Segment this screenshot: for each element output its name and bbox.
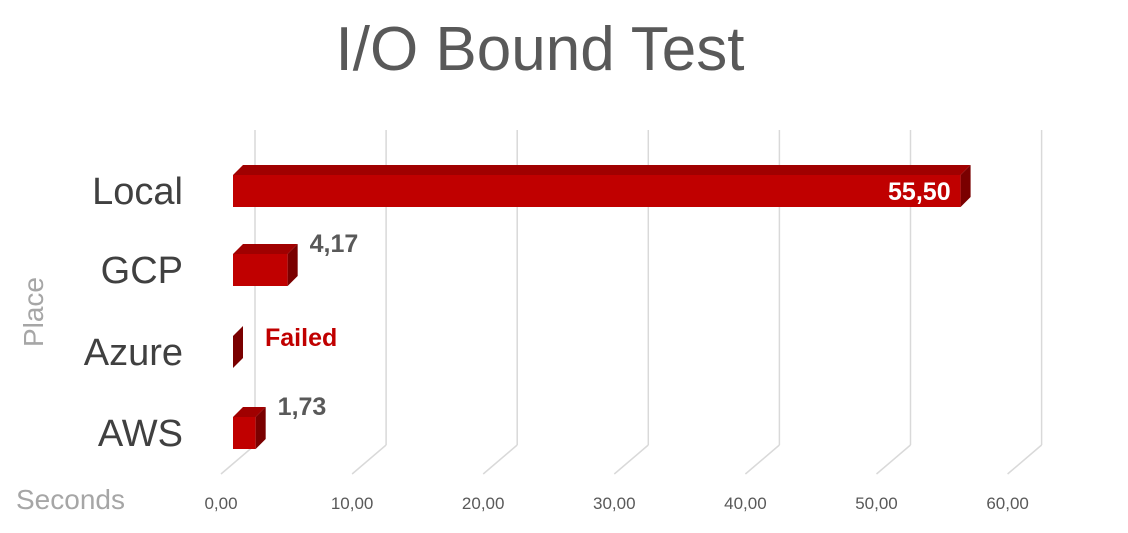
x-tick-label: 20,00	[462, 494, 505, 513]
x-tick-label: 30,00	[593, 494, 636, 513]
x-tick-label: 40,00	[724, 494, 767, 513]
bar-side	[960, 165, 971, 207]
gridline-floor	[744, 444, 780, 475]
y-tick-label: Local	[92, 171, 183, 213]
chart-title: I/O Bound Test	[335, 15, 745, 84]
y-axis-title: Place	[18, 277, 49, 347]
bar-side	[287, 244, 298, 286]
x-tick-label: 50,00	[855, 494, 898, 513]
data-label-failed: Failed	[265, 324, 337, 352]
gridline-floor	[876, 444, 911, 475]
bar-side	[233, 326, 243, 368]
gridline-floor	[613, 444, 649, 475]
gridline-floor	[1007, 444, 1043, 475]
data-label: 1,73	[278, 393, 327, 421]
gridline-floor	[482, 444, 518, 475]
x-tick-label: 0,00	[204, 494, 237, 513]
bar	[233, 254, 288, 286]
gridline-floor	[220, 444, 256, 475]
bar-side	[255, 407, 266, 449]
x-axis-title: Seconds	[16, 484, 125, 515]
x-tick-label: 60,00	[986, 494, 1029, 513]
bar-top	[233, 165, 971, 175]
data-label: 4,17	[310, 230, 359, 258]
y-tick-label: Azure	[84, 332, 183, 374]
y-tick-label: GCP	[101, 250, 183, 292]
data-label: 55,50	[888, 178, 951, 206]
y-tick-label: AWS	[98, 413, 183, 455]
bar-top	[233, 407, 266, 417]
bar	[233, 175, 961, 207]
gridline-floor	[351, 444, 387, 475]
x-tick-label: 10,00	[331, 494, 374, 513]
bar-top	[233, 244, 298, 254]
bar	[233, 417, 256, 449]
